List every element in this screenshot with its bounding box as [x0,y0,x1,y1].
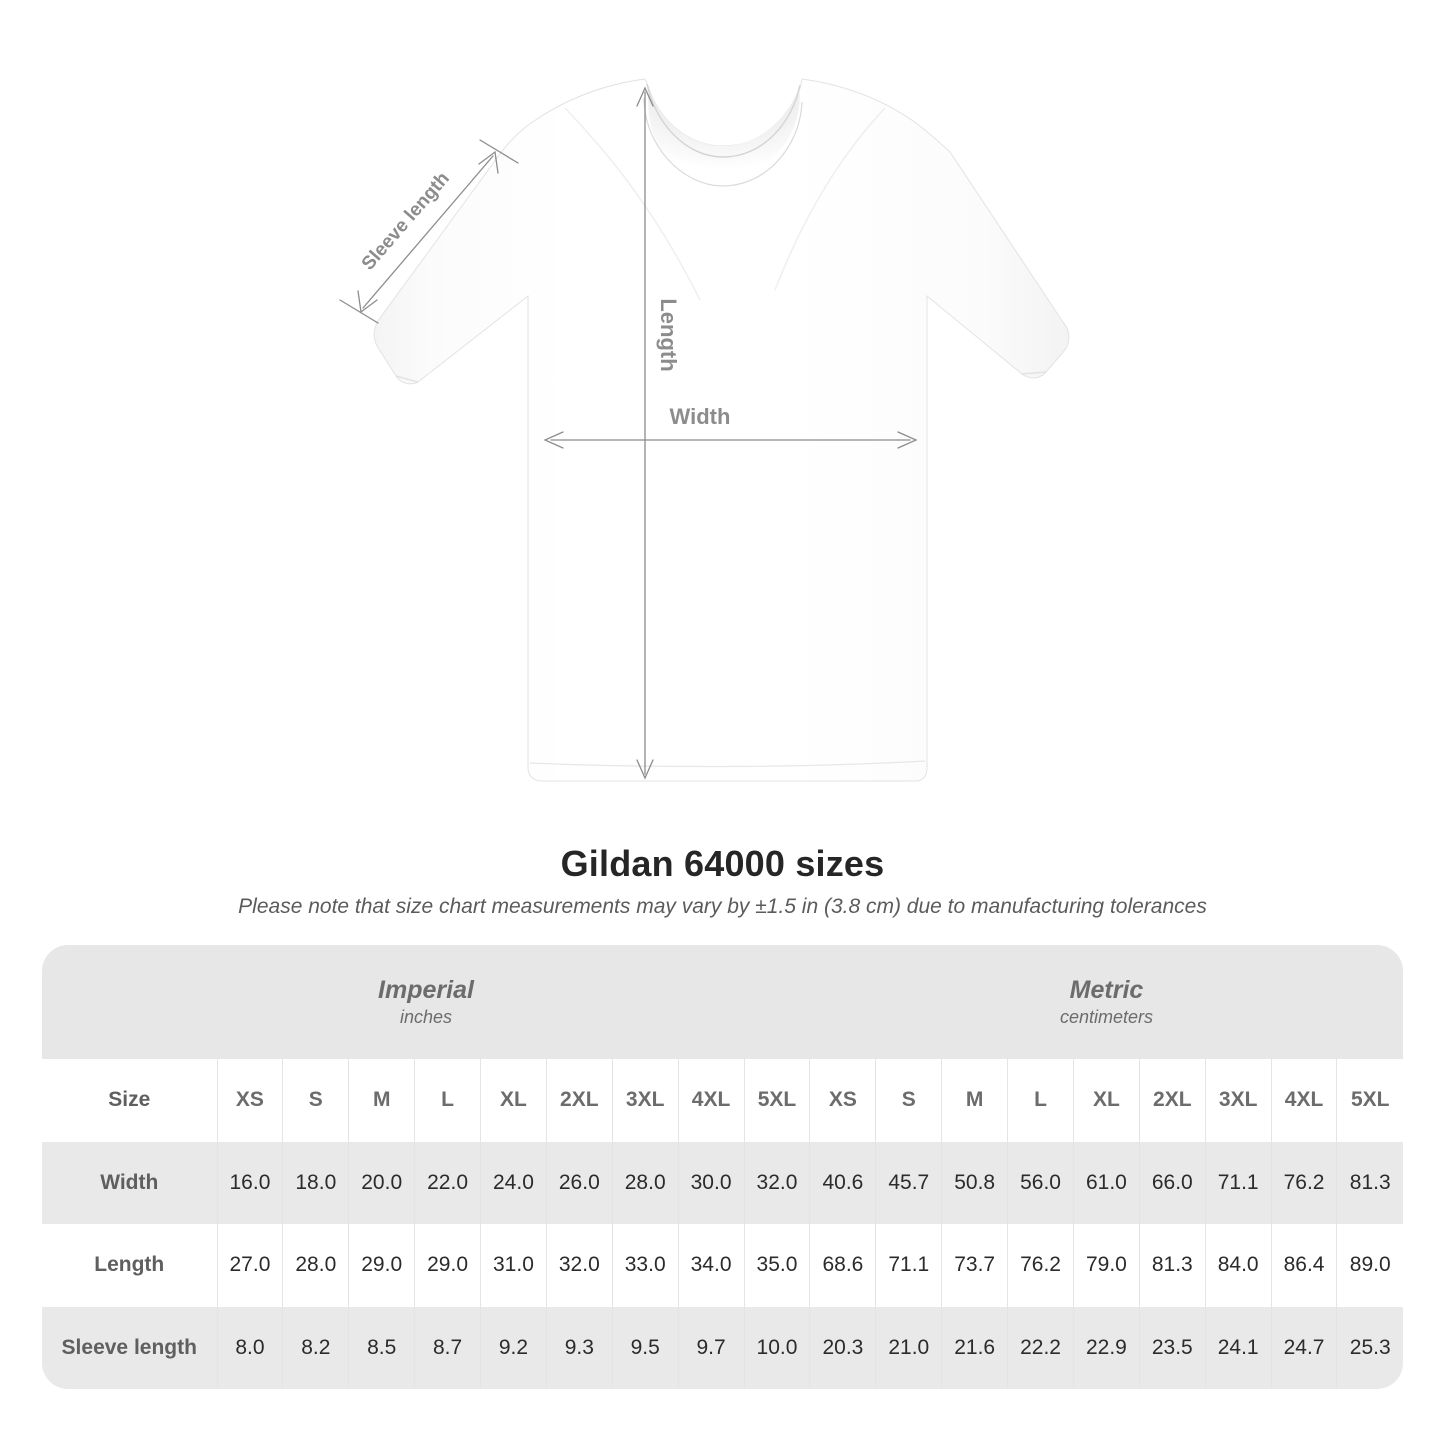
svg-text:Width: Width [670,404,731,429]
svg-text:Length: Length [656,298,681,371]
